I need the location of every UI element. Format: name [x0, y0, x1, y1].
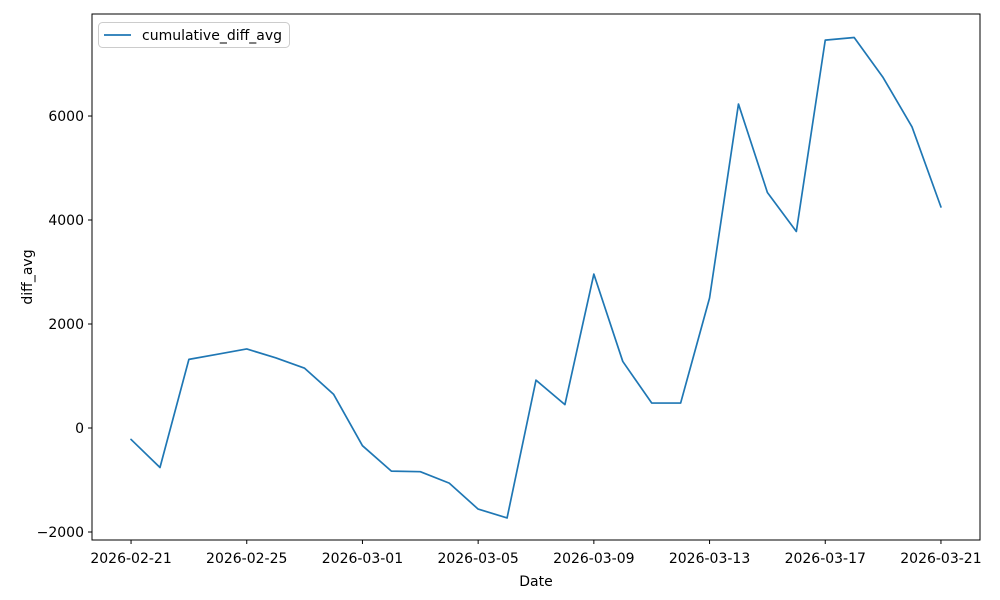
x-tick-label: 2026-03-05 — [437, 551, 518, 567]
x-tick-label: 2026-03-09 — [553, 551, 634, 567]
y-axis-label: diff_avg — [20, 249, 36, 304]
legend: cumulative_diff_avg — [98, 22, 290, 48]
y-tick-label: 6000 — [48, 109, 84, 125]
plot-area: 2026-02-21 2026-02-25 2026-03-01 2026-03-05… — [37, 13, 982, 567]
x-tick-label: 2026-03-17 — [785, 551, 866, 567]
y-tick-label: 0 — [75, 421, 84, 437]
data-line — [130, 36, 942, 519]
x-tick-label: 2026-02-25 — [206, 551, 287, 567]
legend-box — [98, 22, 290, 48]
plot-spines — [91, 13, 981, 541]
x-tick-label: 2026-03-21 — [900, 551, 981, 567]
x-axis-label: Date — [519, 574, 552, 590]
x-tick-label: 2026-02-21 — [90, 551, 171, 567]
y-tick-label: 2000 — [48, 317, 84, 333]
x-tick-label: 2026-03-01 — [322, 551, 403, 567]
x-tick-label: 2026-03-13 — [669, 551, 750, 567]
legend-label: cumulative_diff_avg — [142, 28, 282, 44]
y-tick-label: −2000 — [37, 525, 84, 541]
y-tick-label: 4000 — [48, 213, 84, 229]
